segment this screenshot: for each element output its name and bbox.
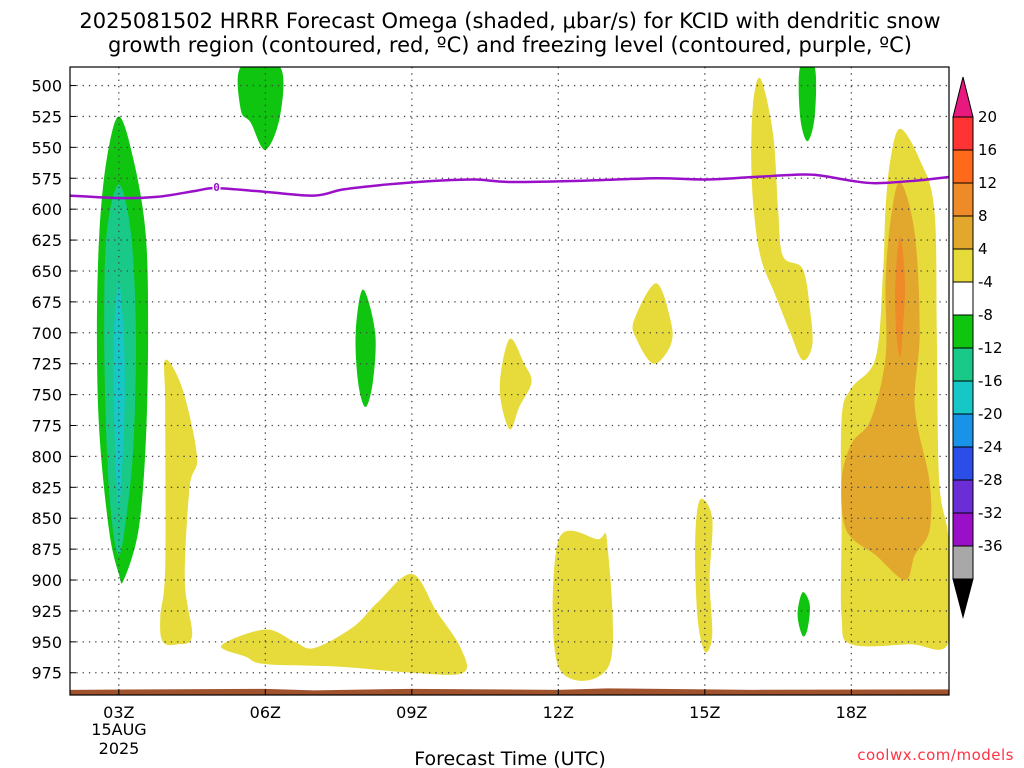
x-tick-label-18Z: 18Z bbox=[836, 703, 867, 722]
y-tick-label-675: 675 bbox=[31, 293, 62, 312]
x-tick-label-09Z: 09Z bbox=[396, 703, 427, 722]
omega-shading bbox=[96, 67, 949, 681]
terrain-band bbox=[70, 688, 949, 695]
colorbar-label-1: 16 bbox=[978, 141, 997, 159]
colorbar-label-6: -8 bbox=[978, 306, 993, 324]
terrain bbox=[70, 688, 949, 695]
y-tick-label-725: 725 bbox=[31, 355, 62, 374]
omega-region-16 bbox=[895, 236, 906, 358]
colorbar-bin-4 bbox=[952, 248, 974, 283]
colorbar-label-12: -32 bbox=[978, 504, 1003, 522]
colorbar-bin-11 bbox=[952, 479, 974, 514]
credit-text: coolwx.com/models bbox=[857, 746, 1014, 764]
colorbar-label-9: -20 bbox=[978, 405, 1003, 423]
colorbar-bin-9 bbox=[952, 413, 974, 448]
x-date-label-year: 2025 bbox=[99, 739, 140, 758]
colorbar-bin-13 bbox=[952, 545, 974, 580]
colorbar-bin-1 bbox=[952, 149, 974, 184]
colorbar-label-2: 12 bbox=[978, 174, 997, 192]
y-tick-label-975: 975 bbox=[31, 664, 62, 683]
y-tick-label-700: 700 bbox=[31, 324, 62, 343]
y-tick-label-925: 925 bbox=[31, 602, 62, 621]
freezing-level-label: 0 bbox=[213, 181, 220, 194]
colorbar-bin-10 bbox=[952, 446, 974, 481]
y-tick-label-500: 500 bbox=[31, 77, 62, 96]
omega-region-3 bbox=[237, 67, 284, 150]
omega-region-11 bbox=[632, 283, 673, 364]
y-tick-label-625: 625 bbox=[31, 231, 62, 250]
colorbar: 20 16 12 8 4 -4 -8 -12 -16 -20 -24 -28 -32 -36 bbox=[952, 76, 1003, 619]
chart-title-line1: 2025081502 HRRR Forecast Omega (shaded, … bbox=[79, 9, 940, 33]
colorbar-label-10: -24 bbox=[978, 438, 1003, 456]
omega-region-12 bbox=[695, 498, 713, 653]
x-tick-label-03Z: 03Z bbox=[103, 703, 134, 722]
colorbar-label-7: -12 bbox=[978, 339, 1003, 357]
x-axis-label: Forecast Time (UTC) bbox=[414, 748, 605, 768]
y-tick-label-800: 800 bbox=[31, 447, 62, 466]
y-tick-label-875: 875 bbox=[31, 540, 62, 559]
freezing-label-bg bbox=[212, 180, 221, 193]
omega-region-6 bbox=[797, 592, 810, 637]
colorbar-label-3: 8 bbox=[978, 207, 988, 225]
x-axis-ticks: 03Z 06Z 09Z 12Z 15Z 18Z bbox=[103, 689, 867, 722]
y-tick-label-950: 950 bbox=[31, 633, 62, 652]
omega-region-2 bbox=[113, 283, 125, 506]
y-axis-ticks: 500 525 550 575 600 625 650 675 700 725 750 775 800 8… bbox=[31, 77, 76, 683]
freezing-level: 0 bbox=[70, 173, 949, 200]
colorbar-bin-6 bbox=[952, 314, 974, 349]
x-tick-label-12Z: 12Z bbox=[543, 703, 574, 722]
omega-region-13 bbox=[751, 77, 813, 361]
chart-title-line2: growth region (contoured, red, ºC) and f… bbox=[108, 33, 912, 57]
colorbar-label-11: -28 bbox=[978, 471, 1003, 489]
omega-region-15 bbox=[841, 181, 932, 580]
y-tick-label-650: 650 bbox=[31, 262, 62, 281]
y-tick-label-600: 600 bbox=[31, 200, 62, 219]
omega-region-4 bbox=[355, 289, 376, 407]
plot-frame bbox=[69, 66, 950, 696]
y-tick-label-750: 750 bbox=[31, 386, 62, 405]
y-tick-label-575: 575 bbox=[31, 169, 62, 188]
colorbar-bin-5 bbox=[952, 281, 974, 316]
y-tick-label-850: 850 bbox=[31, 509, 62, 528]
y-tick-label-900: 900 bbox=[31, 571, 62, 590]
omega-region-5 bbox=[798, 67, 817, 142]
colorbar-label-5: -4 bbox=[978, 273, 993, 291]
x-tick-label-15Z: 15Z bbox=[689, 703, 720, 722]
x-tick-label-06Z: 06Z bbox=[250, 703, 281, 722]
colorbar-bottom-arrow bbox=[952, 578, 974, 619]
colorbar-label-0: 20 bbox=[978, 108, 997, 126]
omega-region-10 bbox=[552, 530, 614, 681]
colorbar-bin-8 bbox=[952, 380, 974, 415]
colorbar-label-4: 4 bbox=[978, 240, 988, 258]
y-tick-label-550: 550 bbox=[31, 138, 62, 157]
x-date-label-day: 15AUG bbox=[91, 720, 146, 739]
freezing-level-line bbox=[70, 173, 949, 200]
omega-region-9 bbox=[499, 338, 532, 430]
colorbar-label-13: -36 bbox=[978, 537, 1003, 555]
y-tick-label-525: 525 bbox=[31, 107, 62, 126]
omega-region-7 bbox=[160, 359, 198, 646]
colorbar-bin-7 bbox=[952, 347, 974, 382]
y-tick-label-825: 825 bbox=[31, 478, 62, 497]
grid bbox=[70, 67, 949, 695]
y-tick-label-775: 775 bbox=[31, 417, 62, 436]
colorbar-bin-3 bbox=[952, 215, 974, 250]
colorbar-bin-0 bbox=[952, 116, 974, 151]
colorbar-bin-2 bbox=[952, 182, 974, 217]
colorbar-bin-12 bbox=[952, 512, 974, 547]
omega-region-8 bbox=[221, 573, 468, 675]
colorbar-label-8: -16 bbox=[978, 372, 1003, 390]
